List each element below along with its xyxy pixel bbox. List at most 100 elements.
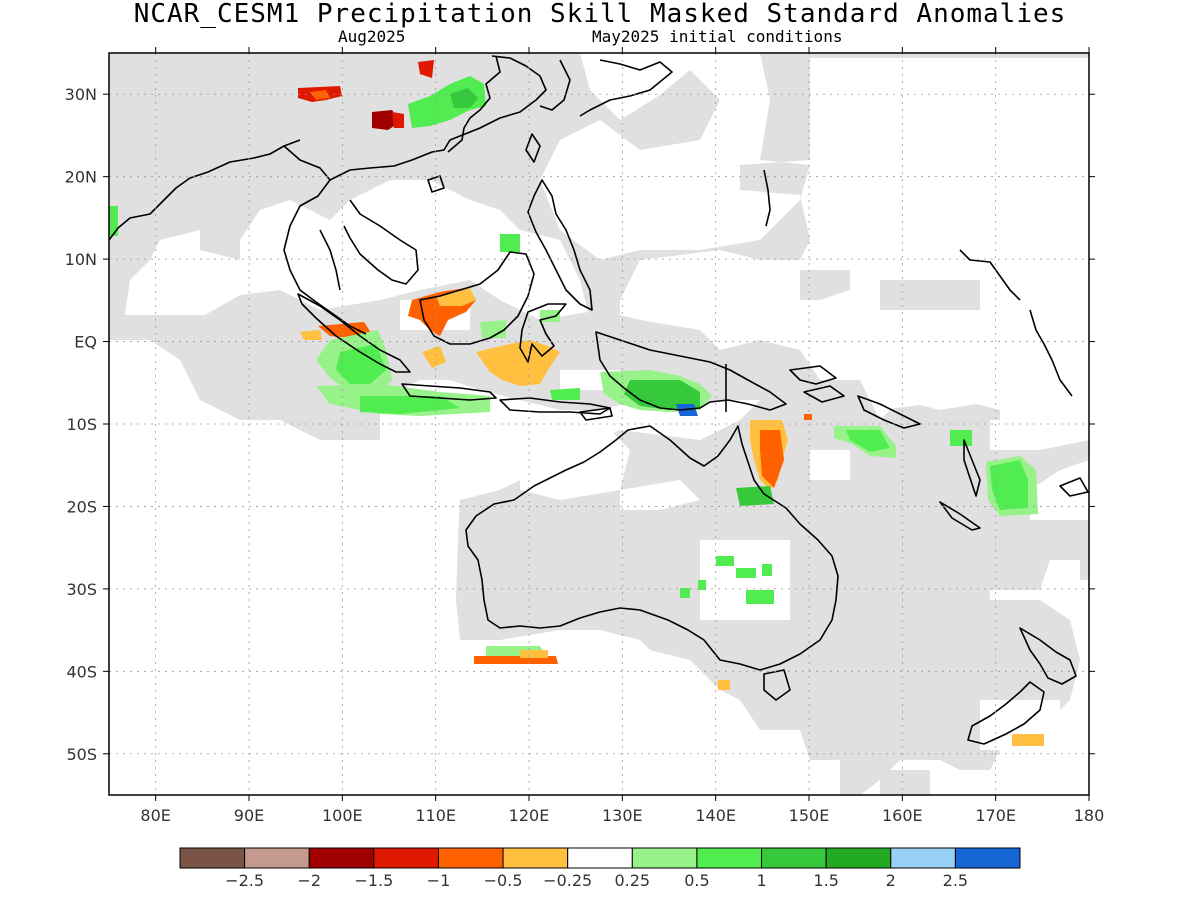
coast-java [401,383,497,401]
anom-aus-green1 [716,556,734,566]
chart-title: NCAR_CESM1 Precipitation Skill Masked St… [133,0,1067,29]
colorbar-label: −0.25 [543,871,592,890]
colorbar-swatch [567,847,633,869]
lat-label: 20N [65,168,97,187]
anom-tibet-small [418,60,434,78]
colorbar-swatch [696,847,763,869]
coast-japan [579,59,673,117]
mask-pacific-north2 [880,280,980,310]
coast-philippines [527,179,593,311]
lat-label: 30S [66,580,97,599]
colorbar-swatch [437,847,504,869]
anom-queens-green [736,486,774,506]
coast-korea [539,59,571,111]
lat-label: 10S [66,415,97,434]
coast-tasmania [763,669,791,701]
colorbar-label: 2.5 [943,871,968,890]
anom-sichuan-red [392,112,404,128]
coast-marianas [763,169,771,227]
anom-sumatra-yellow [300,330,322,340]
coast-taiwan [525,133,541,163]
colorbar-swatch [761,847,827,869]
anom-banda-green [550,388,580,400]
colorbar-swatch [825,847,892,869]
anom-coral-small [804,414,812,420]
anom-phil-green [500,234,520,252]
coast-lesser-sunda [499,397,611,415]
colorbar-label: 0.25 [614,871,650,890]
colorbar-label: 1 [756,871,766,890]
colorbar-swatch [179,847,246,869]
mask-australia-east [760,480,880,720]
anom-india-green [109,206,118,236]
coast-vanuatu [963,439,981,497]
anom-tibet-orange [310,90,330,100]
longitude-labels: 80E 90E 100E 110E 120E 130E 140E 150E 160E 170E 18… [140,806,1104,825]
coast-mainland-sea [283,145,367,335]
lon-label: 170E [975,806,1016,825]
coast-marshall [959,249,1021,301]
anom-aus-green3 [762,564,772,576]
mask-pacific-north [800,270,850,300]
coast-indochina-south [343,199,419,285]
anom-sumatra-green2 [336,344,386,384]
anom-southern-yellow [520,650,548,658]
coast-bismarck [789,365,837,385]
anom-borneo-yellow [436,288,476,306]
colorbar-swatch [373,847,439,869]
colorbar-label: −1 [427,871,451,890]
coast-fiji [1059,477,1089,497]
coast-borneo [419,251,535,345]
coast-india-bay [108,139,301,241]
lon-label: 90E [234,806,264,825]
coast-newbritain [803,385,845,403]
lon-label: 120E [509,806,550,825]
coast-nz-south [967,681,1045,745]
anom-china-green2 [450,88,478,108]
anom-aus-green4 [746,590,774,604]
skill-mask [109,53,1089,795]
colorbar-labels: −2.5 −2 −1.5 −1 −0.5 −0.25 0.25 0.5 1 1.5 2 2.5 [225,871,968,890]
anomaly-patches [109,60,1044,746]
colorbar-swatch [308,847,375,869]
lat-label: 40S [66,662,97,681]
colorbar-swatch [631,847,698,869]
lat-label: EQ [74,333,97,352]
lon-label: 160E [882,806,923,825]
colorbar-label: −0.5 [484,871,523,890]
latitude-labels: 30N 20N 10N EQ 10S 20S 30S 40S 50S [65,85,97,764]
initial-conditions: May2025 initial conditions [592,27,843,46]
coast-newguinea [595,331,787,411]
coast-timor [579,407,613,421]
lon-label: 150E [789,806,830,825]
coast-indochina [329,55,547,181]
target-month: Aug2025 [338,27,406,46]
colorbar-swatch [954,847,1021,869]
colorbar-label: −1.5 [354,871,393,890]
coast-nz-north [1019,627,1077,685]
lon-label: 110E [415,806,456,825]
coast-newcaledonia [939,501,981,531]
coastlines [108,55,1089,745]
colorbar-label: −2 [297,871,321,890]
lon-label: 180 [1074,806,1105,825]
anom-solomon-green2 [846,430,890,452]
coast-china-north [447,55,501,153]
lat-label: 30N [65,85,97,104]
colorbar-label: 1.5 [813,871,838,890]
lat-label: 50S [66,745,97,764]
lon-label: 100E [322,806,363,825]
anom-aus-green6 [698,580,706,590]
lat-label: 20S [66,497,97,516]
coast-solomons [857,395,921,429]
coast-sulawesi [519,303,567,363]
anom-sulawesi-green [480,320,506,338]
anom-vanuatu-green [950,430,972,446]
anom-aus-green2 [736,568,756,578]
anom-java-green2 [360,396,460,414]
colorbar-label: 2 [886,871,896,890]
anom-tas-yellow [718,680,730,690]
anom-aus-green5 [680,588,690,598]
anom-nz-yellow [1012,734,1044,746]
